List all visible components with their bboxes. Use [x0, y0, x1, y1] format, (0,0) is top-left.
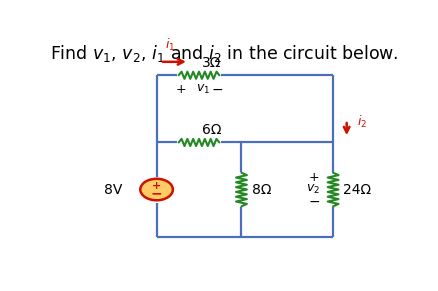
Text: $v_2$: $v_2$ — [306, 183, 320, 196]
Circle shape — [140, 179, 173, 200]
Text: +: + — [309, 171, 320, 184]
Text: 3Ω: 3Ω — [202, 56, 222, 70]
Text: 6Ω: 6Ω — [202, 123, 222, 137]
Text: 8V: 8V — [104, 182, 123, 196]
Text: 24Ω: 24Ω — [343, 182, 371, 196]
Text: 8Ω: 8Ω — [251, 182, 271, 196]
Text: $i_2$: $i_2$ — [357, 114, 367, 130]
Text: +: + — [152, 181, 161, 191]
Text: +: + — [176, 83, 191, 96]
Text: −: − — [151, 186, 162, 200]
Text: $i_1$: $i_1$ — [165, 37, 175, 53]
Text: −: − — [212, 83, 223, 97]
Text: Find $v_1$, $v_2$, $i_1$ and $i_2$ in the circuit below.: Find $v_1$, $v_2$, $i_1$ and $i_2$ in th… — [50, 43, 399, 64]
Text: −: − — [309, 195, 320, 209]
Text: $v_1$: $v_1$ — [196, 83, 210, 96]
